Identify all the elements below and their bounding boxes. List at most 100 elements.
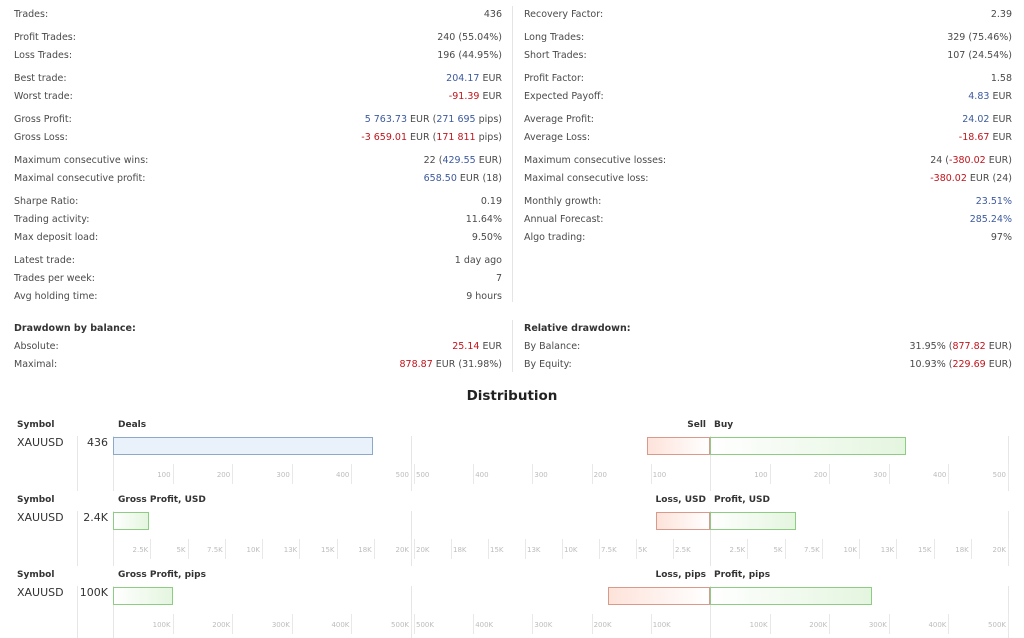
value-part: 1 day ago [454,255,502,266]
stat-value: -91.39 EUR [449,88,502,106]
tick-line [896,539,898,559]
tick-line [562,539,563,559]
tick-line [411,464,412,484]
tick-line [784,539,786,559]
stat-label: Trades per week: [14,273,95,284]
tick-line [933,539,935,559]
stat-row-max-deposit-load: Max deposit load: 9.50% [14,229,502,247]
tick-line [888,614,890,634]
tick-label: 2.5K [132,546,149,554]
tick-label: 7.5K [601,546,617,554]
value-part: EUR [479,91,502,102]
tick-line [591,464,593,484]
stat-row-by-balance: By Balance: 31.95% (877.82 EUR) [524,338,1012,356]
stat-value: 24 (-380.02 EUR) [930,152,1012,170]
stat-label: Best trade: [14,73,67,84]
grid-line [710,511,711,566]
stat-group: Average Profit: 24.02 EUR Average Loss: -18… [524,111,1012,147]
value-part: EUR ( [407,132,437,143]
stat-row-average-profit: Average Profit: 24.02 EUR [524,111,1012,129]
tick-line [1008,539,1009,559]
drawdown-by-balance: Drawdown by balance: Absolute: 25.14 EUR Ma… [14,320,502,374]
left-bar[interactable] [113,587,173,605]
tick-label: 15K [490,546,504,554]
tick-label: 200K [809,621,828,629]
tick-label: 300 [276,471,290,479]
stat-value: 31.95% (877.82 EUR) [910,338,1013,356]
distribution-chart-1: Symbol Deals Sell Buy XAUUSD 436 100 200 300 400 5… [0,416,1024,491]
negative-bar[interactable] [646,437,710,455]
stat-label: Monthly growth: [524,196,602,207]
tick-label: 100 [652,471,667,479]
grid-line [77,586,78,638]
stat-row-monthly-growth: Monthly growth: 23.51% [524,193,1012,211]
tick-label: 13K [527,546,541,554]
grid-line [77,436,78,491]
stat-label: Maximal consecutive profit: [14,173,146,184]
value-part: 329 (75.46%) [947,32,1012,43]
stat-value: 1.58 [991,70,1012,88]
value-part: EUR [479,73,502,84]
negative-bar[interactable] [655,512,710,530]
value-part: EUR) [985,155,1012,166]
symbol-name[interactable]: XAUUSD [17,511,64,524]
tick-label: 400K [331,621,350,629]
value-part: EUR (18) [456,173,502,184]
stat-value: -380.02 EUR (24) [930,170,1012,188]
tick-line [232,464,234,484]
stat-value: 5 763.73 EUR (271 695 pips) [365,111,502,129]
stat-value: 285.24% [970,211,1012,229]
positive-bar[interactable] [710,512,796,530]
value-part: 97% [990,232,1012,243]
positive-bar[interactable] [710,587,872,605]
tick-line [769,614,771,634]
value-part: EUR [479,341,502,352]
tick-label: 300K [534,621,553,629]
tick-label: 100K [152,621,171,629]
stat-label: Profit Trades: [14,32,76,43]
positive-bar[interactable] [710,437,907,455]
tick-label: 15K [321,546,335,554]
stat-row-profit-trades: Profit Trades: 240 (55.04%) [14,29,502,47]
left-chart-header: Deals [118,420,147,430]
tick-line [488,539,489,559]
stat-label: By Balance: [524,341,581,352]
stats-right-column: Recovery Factor: 2.39 Long Trades: 329 (75.… [524,6,1012,252]
value-part: 229.69 [952,359,986,370]
tick-line [150,539,152,559]
stat-row-loss-trades: Loss Trades: 196 (44.95%) [14,47,502,65]
value-part: EUR) [985,359,1012,370]
stat-group: Profit Trades: 240 (55.04%) Loss Trades: 19… [14,29,502,65]
value-part: EUR) [985,341,1012,352]
tick-line [948,464,950,484]
negative-bar[interactable] [608,587,710,605]
stat-row-trading-activity: Trading activity: 11.64% [14,211,502,229]
left-chart-header: Gross Profit, USD [118,495,206,505]
value-part: 429.55 [442,155,476,166]
tick-label: 15K [918,546,932,554]
stat-label: Short Trades: [524,50,587,61]
grid-line [77,511,78,566]
value-part: pips) [475,132,502,143]
tick-label: 7.5K [804,546,820,554]
left-bar[interactable] [113,437,373,455]
tick-label: 10K [843,546,858,554]
tick-label: 7.5K [207,546,223,554]
stat-value: 878.87 EUR (31.98%) [400,356,502,374]
stat-group: Maximum consecutive losses: 24 (-380.02 E… [524,152,1012,188]
value-part: 11.64% [465,214,502,225]
stat-value: 1 day ago [455,252,502,270]
stat-row-recovery-factor: Recovery Factor: 2.39 [524,6,1012,24]
stat-row-annual-forecast: Annual Forecast: 285.24% [524,211,1012,229]
tick-label: 100 [157,471,171,479]
symbol-name[interactable]: XAUUSD [17,436,64,449]
symbol-name[interactable]: XAUUSD [17,586,64,599]
tick-label: 18K [955,546,969,554]
stat-group: Monthly growth: 23.51% Annual Forecast: 285… [524,193,1012,247]
stat-value: 0.19 [481,193,502,211]
tick-label: 13K [283,546,298,554]
left-bar[interactable] [113,512,149,530]
relative-drawdown: Relative drawdown: By Balance: 31.95% (877… [524,320,1012,374]
tick-line [232,614,234,634]
tick-label: 500 [395,471,409,479]
